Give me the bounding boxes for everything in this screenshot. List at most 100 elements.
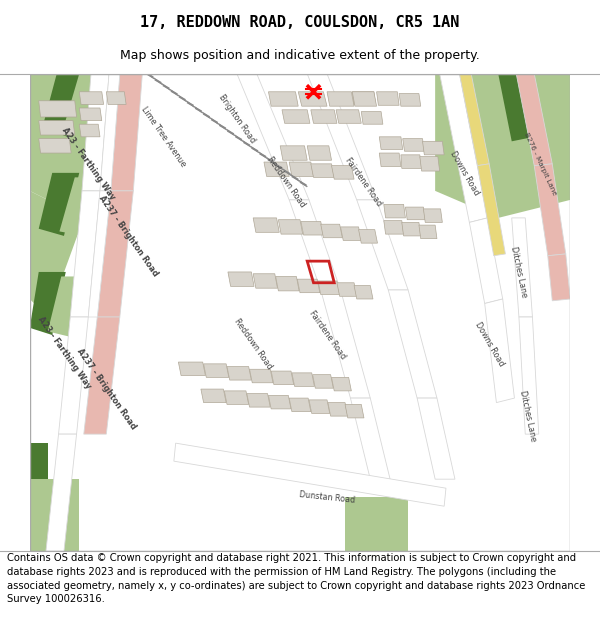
Polygon shape [30, 272, 66, 335]
Polygon shape [268, 92, 298, 106]
Polygon shape [39, 101, 77, 117]
Polygon shape [332, 378, 352, 391]
Polygon shape [264, 162, 289, 176]
Polygon shape [516, 74, 552, 166]
Polygon shape [478, 164, 505, 256]
Polygon shape [201, 389, 226, 402]
Polygon shape [30, 443, 48, 479]
Polygon shape [357, 200, 408, 290]
Polygon shape [384, 204, 406, 218]
Polygon shape [70, 191, 100, 317]
Polygon shape [297, 279, 320, 292]
Text: Map shows position and indicative extent of the property.: Map shows position and indicative extent… [120, 49, 480, 62]
Polygon shape [224, 391, 248, 404]
Polygon shape [247, 394, 270, 407]
Polygon shape [379, 153, 401, 166]
Polygon shape [419, 225, 437, 239]
Polygon shape [280, 146, 307, 160]
Polygon shape [111, 74, 142, 191]
Polygon shape [30, 479, 79, 551]
Polygon shape [174, 443, 446, 506]
Text: Downs Road: Downs Road [473, 321, 505, 368]
Text: A23 - Farthing Way: A23 - Farthing Way [60, 126, 116, 202]
Polygon shape [313, 374, 334, 388]
Text: Fairdene Road: Fairdene Road [343, 156, 383, 208]
Polygon shape [88, 191, 111, 317]
Text: A23 - Farthing Way: A23 - Farthing Way [35, 315, 92, 391]
Polygon shape [292, 373, 314, 386]
Polygon shape [406, 207, 425, 220]
Text: Fairdene Road: Fairdene Road [307, 309, 347, 361]
Polygon shape [298, 92, 327, 106]
Polygon shape [384, 221, 404, 234]
Polygon shape [282, 110, 310, 123]
Polygon shape [354, 286, 373, 299]
Polygon shape [485, 299, 514, 402]
Polygon shape [289, 200, 341, 290]
Polygon shape [422, 141, 444, 155]
Polygon shape [278, 220, 303, 234]
Polygon shape [100, 74, 120, 191]
Polygon shape [43, 74, 84, 137]
Polygon shape [30, 74, 138, 218]
Text: Dunstan Road: Dunstan Road [299, 490, 355, 504]
Polygon shape [59, 177, 97, 236]
Polygon shape [359, 229, 377, 243]
Polygon shape [377, 92, 399, 105]
Polygon shape [203, 364, 229, 378]
Text: Brighton Road: Brighton Road [217, 93, 257, 145]
Polygon shape [79, 108, 102, 121]
Polygon shape [309, 400, 330, 413]
Polygon shape [59, 317, 88, 434]
Polygon shape [82, 74, 109, 191]
Polygon shape [253, 274, 277, 288]
Text: Downs Road: Downs Road [449, 149, 481, 196]
Polygon shape [237, 74, 309, 200]
Polygon shape [327, 92, 354, 106]
Polygon shape [460, 74, 489, 166]
Polygon shape [403, 139, 424, 151]
Polygon shape [253, 218, 279, 232]
Polygon shape [401, 155, 422, 168]
Polygon shape [39, 121, 75, 135]
Polygon shape [318, 281, 340, 294]
Polygon shape [30, 74, 570, 551]
Polygon shape [352, 92, 376, 104]
Polygon shape [440, 74, 487, 222]
Polygon shape [39, 139, 71, 153]
Polygon shape [469, 218, 503, 304]
Polygon shape [301, 221, 323, 235]
Polygon shape [519, 317, 539, 434]
Polygon shape [30, 191, 84, 317]
Polygon shape [548, 254, 570, 301]
Polygon shape [289, 398, 311, 412]
Text: Reddown Road: Reddown Road [266, 155, 307, 209]
Polygon shape [307, 146, 332, 160]
Text: Lime Tree Avenue: Lime Tree Avenue [139, 105, 187, 169]
Text: B276 - Marpit Lane: B276 - Marpit Lane [523, 131, 558, 196]
Polygon shape [534, 164, 566, 256]
Polygon shape [361, 112, 383, 124]
Polygon shape [402, 222, 421, 236]
Polygon shape [512, 218, 532, 317]
Text: 17, REDDOWN ROAD, COULSDON, CR5 1AN: 17, REDDOWN ROAD, COULSDON, CR5 1AN [140, 14, 460, 29]
Polygon shape [97, 191, 133, 317]
Polygon shape [399, 94, 421, 106]
Polygon shape [79, 92, 104, 104]
Polygon shape [337, 282, 357, 296]
Polygon shape [350, 398, 390, 479]
Text: Contains OS data © Crown copyright and database right 2021. This information is : Contains OS data © Crown copyright and d… [7, 554, 586, 604]
Polygon shape [64, 74, 102, 132]
Polygon shape [332, 166, 354, 179]
Polygon shape [227, 366, 251, 380]
Polygon shape [379, 137, 403, 149]
Polygon shape [311, 164, 334, 177]
Polygon shape [345, 498, 408, 551]
Text: Reddown Road: Reddown Road [232, 317, 274, 371]
Polygon shape [424, 209, 442, 222]
Polygon shape [271, 371, 293, 384]
Polygon shape [84, 317, 120, 434]
Polygon shape [106, 92, 126, 104]
Polygon shape [79, 124, 100, 137]
Polygon shape [39, 173, 79, 236]
